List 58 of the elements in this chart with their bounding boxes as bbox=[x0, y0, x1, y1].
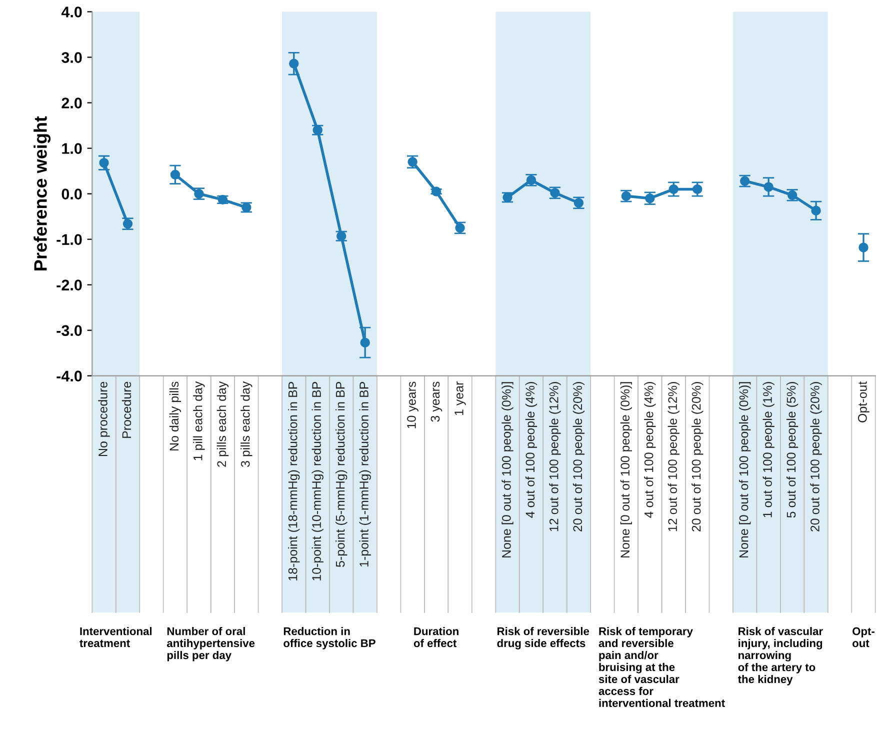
text: Risk of reversible drug side effects bbox=[497, 627, 590, 650]
text: Reduction in office systolic BP bbox=[284, 627, 376, 650]
point bbox=[431, 186, 442, 196]
point bbox=[811, 206, 821, 216]
text: Number of oral antihypertensive pills per day bbox=[166, 627, 255, 662]
x-tick-label: 5 out of 100 people (5%) bbox=[786, 382, 798, 518]
x-tick-label: 1 year bbox=[454, 381, 466, 416]
y-tick-label: 1.0 bbox=[62, 143, 82, 154]
point bbox=[242, 202, 252, 212]
point bbox=[312, 125, 322, 135]
x-tick-label: 4 out of 100 people (4%) bbox=[644, 382, 656, 518]
point bbox=[360, 338, 370, 348]
x-tick-label: 20 out of 100 people (20%) bbox=[692, 382, 704, 532]
x-tick-label: None [0 out of 100 people (0%)] bbox=[739, 382, 751, 558]
text: Opt- out bbox=[852, 627, 874, 648]
point bbox=[692, 184, 702, 194]
point bbox=[668, 184, 678, 194]
x-tick-label: 20 out of 100 people (20%) bbox=[572, 382, 585, 532]
x-tick-label: 10 years bbox=[407, 382, 418, 428]
x-tick-label: 12 out of 100 people (12%) bbox=[668, 382, 680, 532]
x-tick-label: 3 years bbox=[430, 382, 442, 422]
y-tick-label: -3.0 bbox=[56, 325, 82, 336]
y-tick-label: -4.0 bbox=[56, 370, 82, 382]
x-tick-label: 1 out of 100 people (1%) bbox=[762, 382, 774, 518]
text: Interventional treatment bbox=[80, 627, 152, 648]
text: Risk of temporary and reversible pain and/or bruising at the site of vascular access for interventional treatment bbox=[598, 627, 725, 708]
point bbox=[858, 242, 868, 252]
x-tick-label: 12 out of 100 people (12%) bbox=[549, 382, 561, 532]
x-tick-label: 2 pills each day bbox=[216, 381, 229, 467]
x-tick-label: 5-point (5-mmHg) reduction in BP bbox=[336, 382, 348, 567]
x-tick-label: None [0 out of 100 people (0%)] bbox=[502, 382, 514, 558]
point bbox=[764, 182, 774, 192]
x-tick-label: 3 pills each day bbox=[240, 381, 252, 467]
y-axis-title: Preference weight bbox=[34, 116, 51, 270]
point bbox=[99, 158, 109, 168]
point bbox=[289, 58, 299, 68]
y-tick-label: -2.0 bbox=[56, 280, 82, 290]
x-tick-label: 20 out of 100 people (20%) bbox=[810, 382, 822, 532]
text: Risk of vascular injury, including narrowing of the artery to the kidney bbox=[738, 627, 823, 686]
x-tick-label: 18-point (18-mmHg) reduction in BP bbox=[288, 382, 300, 580]
point bbox=[218, 194, 228, 205]
x-tick-label: No procedure bbox=[98, 382, 110, 456]
x-tick-label: 1-point (1-mmHg) reduction in BP bbox=[359, 382, 371, 566]
point bbox=[336, 231, 346, 241]
x-tick-label: No daily pills bbox=[169, 382, 182, 450]
y-tick-label: -1.0 bbox=[56, 234, 82, 245]
x-tick-label: None [0 out of 100 people (0%)] bbox=[620, 382, 632, 558]
x-tick-label: 4 out of 100 people (4%) bbox=[525, 382, 538, 518]
y-tick-label: 3.0 bbox=[62, 52, 82, 63]
text: Duration of effect bbox=[414, 627, 458, 648]
point bbox=[170, 170, 180, 180]
y-tick-label: 0.0 bbox=[62, 188, 82, 200]
x-tick-label: Opt-out bbox=[858, 381, 870, 422]
y-tick-label: 2.0 bbox=[62, 98, 82, 108]
x-tick-label: 10-point (10-mmHg) reduction in BP bbox=[312, 382, 324, 580]
x-tick-label: Procedure bbox=[122, 382, 132, 438]
y-tick-label: 4.0 bbox=[61, 6, 82, 18]
x-tick-label: 1 pill each day bbox=[193, 381, 205, 460]
